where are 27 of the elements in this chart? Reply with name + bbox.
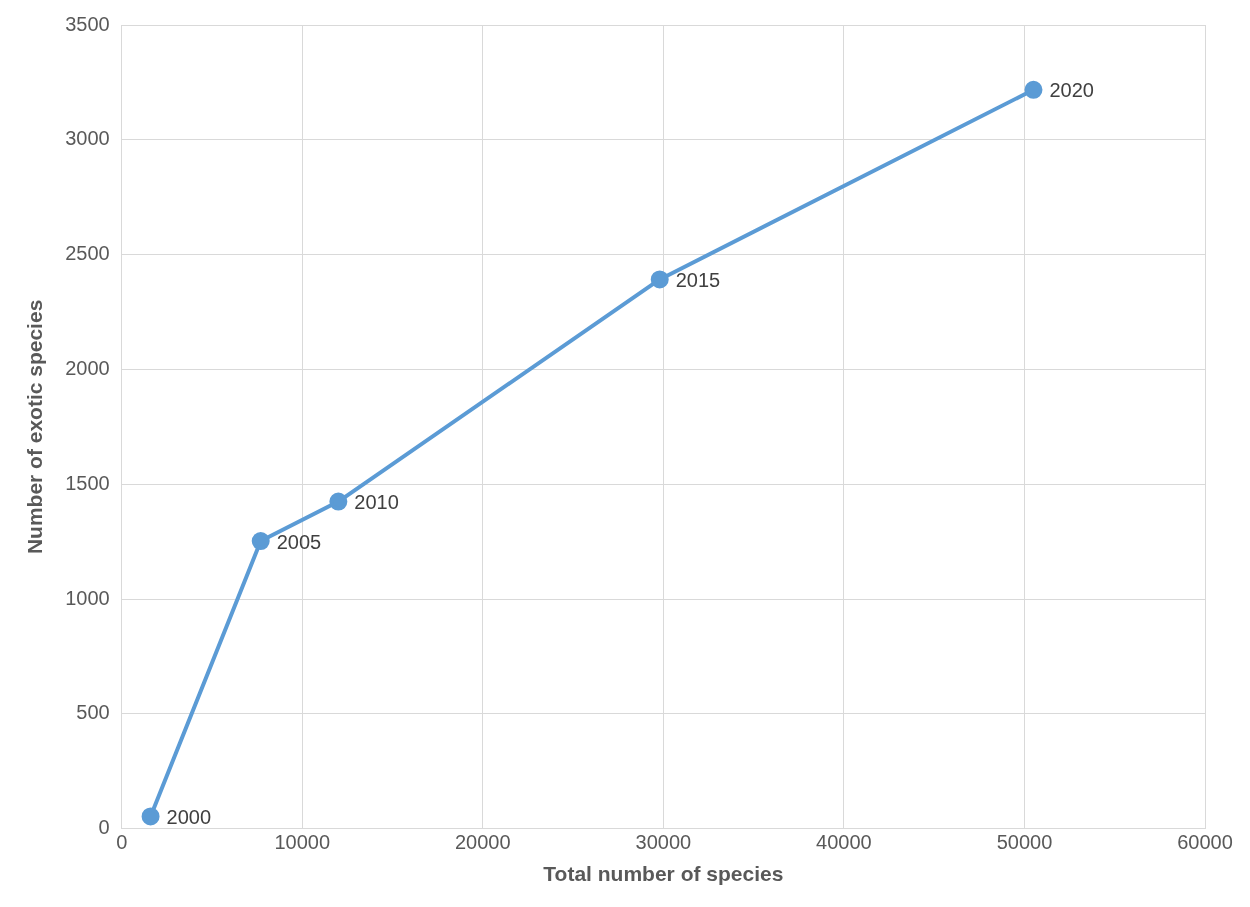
annotation: 2000 bbox=[166, 805, 212, 828]
annotation: 2010 bbox=[354, 491, 399, 514]
annotation: 2005 bbox=[276, 530, 322, 553]
y-tick-label: 2500 bbox=[65, 242, 110, 265]
y-axis-title: Number of exotic species bbox=[23, 299, 47, 555]
annotation: 2015 bbox=[675, 268, 721, 291]
point bbox=[251, 532, 270, 551]
point bbox=[1024, 80, 1043, 99]
y-tick-label: 1000 bbox=[65, 586, 110, 609]
point bbox=[650, 270, 669, 289]
x-tick-label: 0 bbox=[116, 831, 128, 854]
y-tick-label: 0 bbox=[98, 816, 110, 839]
x-tick-label: 30000 bbox=[635, 831, 692, 854]
y-tick-label: 2000 bbox=[65, 357, 110, 379]
point bbox=[329, 492, 348, 511]
y-tick-label: 3500 bbox=[65, 12, 110, 35]
annotation: 2020 bbox=[1049, 79, 1094, 102]
x-tick-label: 50000 bbox=[996, 831, 1053, 854]
x-tick-label: 10000 bbox=[274, 831, 331, 854]
x-tick-label: 20000 bbox=[454, 831, 511, 854]
y-tick-label: 3000 bbox=[65, 127, 110, 150]
y-tick-label: 500 bbox=[76, 701, 110, 724]
y-tick-label: 1500 bbox=[65, 471, 110, 494]
x-axis-title: Total number of species bbox=[543, 862, 784, 886]
x-tick-label: 40000 bbox=[816, 831, 872, 854]
point bbox=[141, 807, 160, 826]
x-tick-label: 60000 bbox=[1177, 831, 1233, 854]
